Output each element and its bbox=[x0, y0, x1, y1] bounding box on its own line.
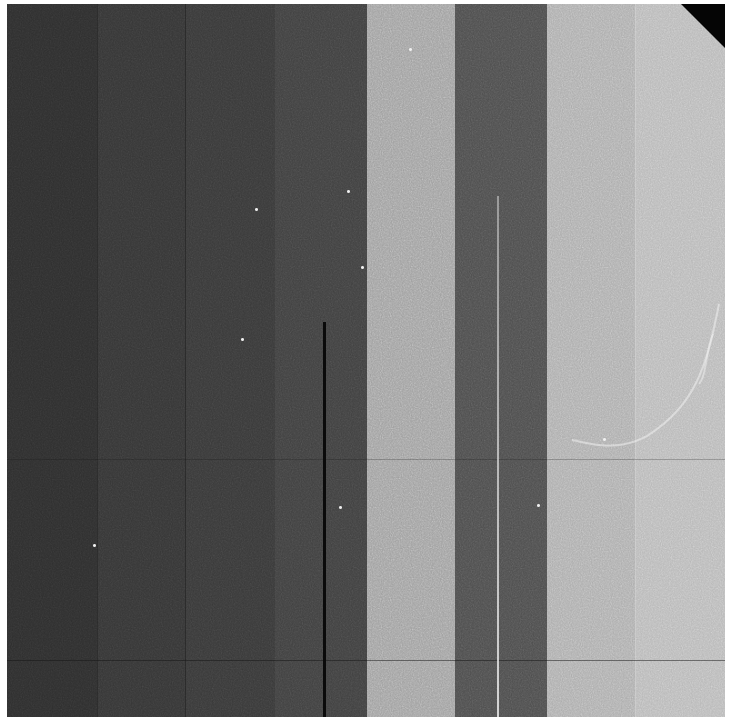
seam-line bbox=[635, 4, 636, 717]
hot-pixel bbox=[339, 506, 342, 509]
corner-shadow bbox=[681, 4, 725, 48]
hot-pixel bbox=[409, 48, 412, 51]
bright-column-defect bbox=[497, 196, 499, 717]
hot-pixel bbox=[241, 338, 244, 341]
hot-pixel bbox=[255, 208, 258, 211]
dark-column-defect bbox=[323, 322, 326, 717]
detector-image bbox=[7, 4, 725, 717]
seam-line-horizontal bbox=[7, 660, 725, 661]
noise-texture bbox=[7, 4, 725, 717]
seam-line bbox=[97, 4, 98, 717]
hot-pixel bbox=[537, 504, 540, 507]
seam-line-horizontal bbox=[7, 459, 725, 460]
hot-pixel bbox=[93, 544, 96, 547]
seam-line bbox=[185, 4, 186, 717]
hot-pixel bbox=[603, 438, 606, 441]
hot-pixel bbox=[347, 190, 350, 193]
hot-pixel bbox=[361, 266, 364, 269]
arc-artifact bbox=[571, 303, 720, 447]
